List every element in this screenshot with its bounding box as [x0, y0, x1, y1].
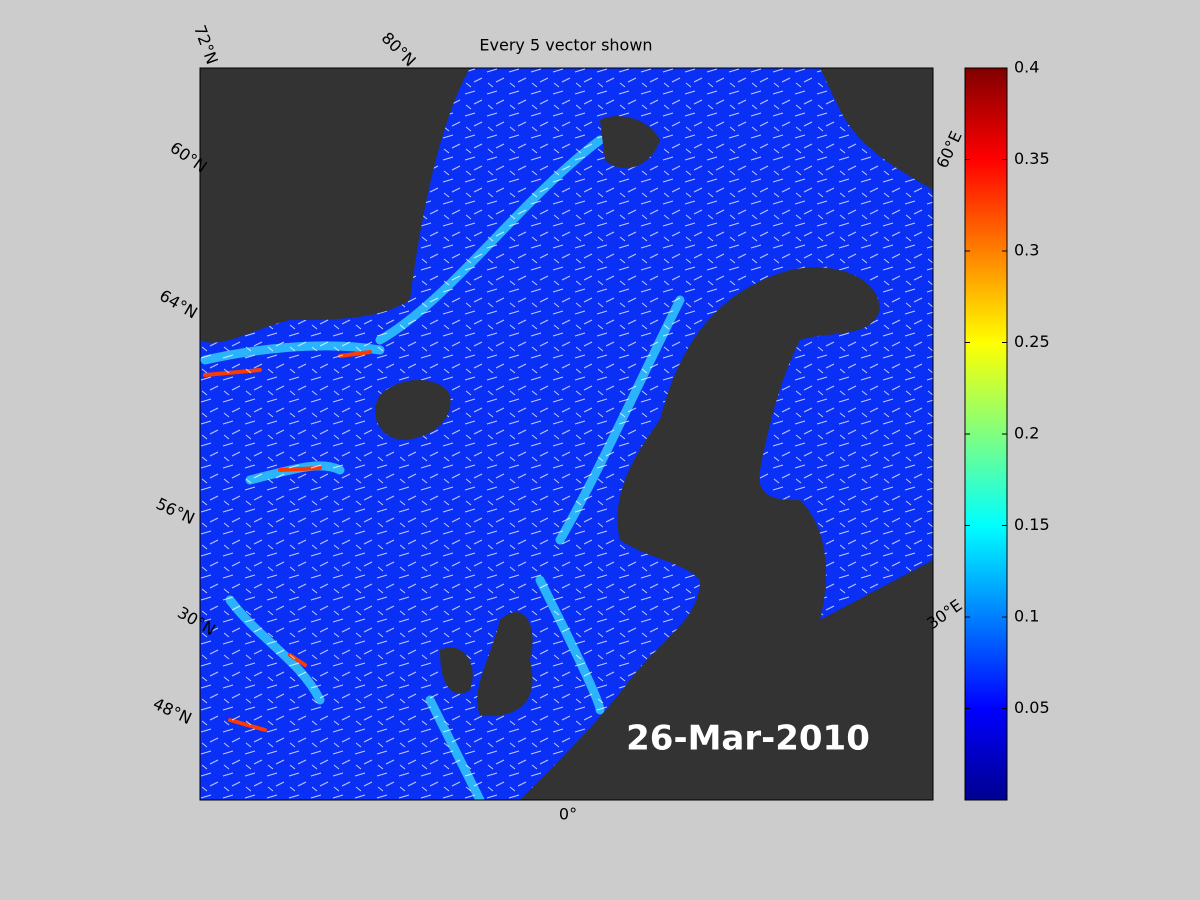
title: Every 5 vector shown	[479, 36, 652, 55]
land	[200, 68, 933, 800]
colorbar-tick-label: 0.2	[1014, 424, 1039, 443]
graticule-label: 80°N	[378, 28, 420, 70]
graticule-label: 56°N	[153, 494, 198, 528]
colorbar-tick-label: 0.3	[1014, 241, 1039, 260]
iceland	[375, 380, 451, 440]
graticule-label: 72°N	[190, 22, 222, 66]
graticule-label: 60°E	[932, 128, 965, 171]
colorbar-tick-label: 0.25	[1014, 332, 1050, 351]
colorbar-tick-label: 0.35	[1014, 149, 1050, 168]
map	[200, 68, 933, 800]
colorbar-tick-label: 0.4	[1014, 58, 1039, 77]
colorbar-tick-label: 0.15	[1014, 515, 1050, 534]
graticule-label: 0°	[559, 805, 577, 824]
ireland	[440, 647, 473, 694]
colorbar	[964, 67, 1008, 801]
colorbar-tick-label: 0.05	[1014, 698, 1050, 717]
scandinavia-europe	[520, 267, 933, 800]
greenland	[200, 68, 470, 343]
novaya-zemlya	[820, 68, 933, 190]
map-frame	[199, 67, 934, 801]
graticule-label: 64°N	[156, 286, 200, 323]
britain	[477, 612, 533, 716]
date-label: 26-Mar-2010	[626, 719, 870, 759]
svalbard	[600, 116, 660, 169]
colorbar-tick-label: 0.1	[1014, 607, 1039, 626]
graticule-label: 48°N	[150, 694, 195, 728]
